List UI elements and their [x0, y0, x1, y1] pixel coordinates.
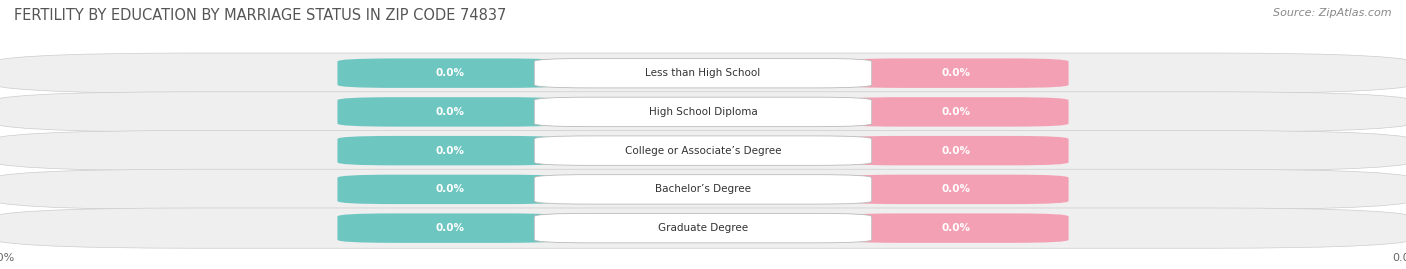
- FancyBboxPatch shape: [534, 136, 872, 165]
- FancyBboxPatch shape: [337, 213, 562, 243]
- Text: Less than High School: Less than High School: [645, 68, 761, 78]
- Text: 0.0%: 0.0%: [436, 146, 464, 156]
- Text: Graduate Degree: Graduate Degree: [658, 223, 748, 233]
- FancyBboxPatch shape: [0, 169, 1406, 210]
- FancyBboxPatch shape: [844, 97, 1069, 127]
- FancyBboxPatch shape: [337, 58, 562, 88]
- FancyBboxPatch shape: [534, 97, 872, 127]
- Text: 0.0%: 0.0%: [436, 223, 464, 233]
- Text: College or Associate’s Degree: College or Associate’s Degree: [624, 146, 782, 156]
- Text: 0.0%: 0.0%: [942, 184, 970, 194]
- Text: High School Diploma: High School Diploma: [648, 107, 758, 117]
- FancyBboxPatch shape: [534, 58, 872, 88]
- Text: Source: ZipAtlas.com: Source: ZipAtlas.com: [1274, 8, 1392, 18]
- Text: 0.0%: 0.0%: [942, 107, 970, 117]
- FancyBboxPatch shape: [0, 130, 1406, 171]
- Text: 0.0%: 0.0%: [436, 107, 464, 117]
- FancyBboxPatch shape: [844, 213, 1069, 243]
- FancyBboxPatch shape: [844, 136, 1069, 165]
- FancyBboxPatch shape: [844, 58, 1069, 88]
- Text: 0.0%: 0.0%: [942, 68, 970, 78]
- Text: 0.0%: 0.0%: [436, 184, 464, 194]
- FancyBboxPatch shape: [337, 136, 562, 165]
- FancyBboxPatch shape: [0, 53, 1406, 93]
- FancyBboxPatch shape: [0, 208, 1406, 248]
- Text: FERTILITY BY EDUCATION BY MARRIAGE STATUS IN ZIP CODE 74837: FERTILITY BY EDUCATION BY MARRIAGE STATU…: [14, 8, 506, 23]
- FancyBboxPatch shape: [534, 213, 872, 243]
- FancyBboxPatch shape: [0, 92, 1406, 132]
- Text: Bachelor’s Degree: Bachelor’s Degree: [655, 184, 751, 194]
- FancyBboxPatch shape: [844, 175, 1069, 204]
- Text: 0.0%: 0.0%: [942, 223, 970, 233]
- FancyBboxPatch shape: [534, 175, 872, 204]
- Text: 0.0%: 0.0%: [942, 146, 970, 156]
- FancyBboxPatch shape: [337, 175, 562, 204]
- Text: 0.0%: 0.0%: [436, 68, 464, 78]
- FancyBboxPatch shape: [337, 97, 562, 127]
